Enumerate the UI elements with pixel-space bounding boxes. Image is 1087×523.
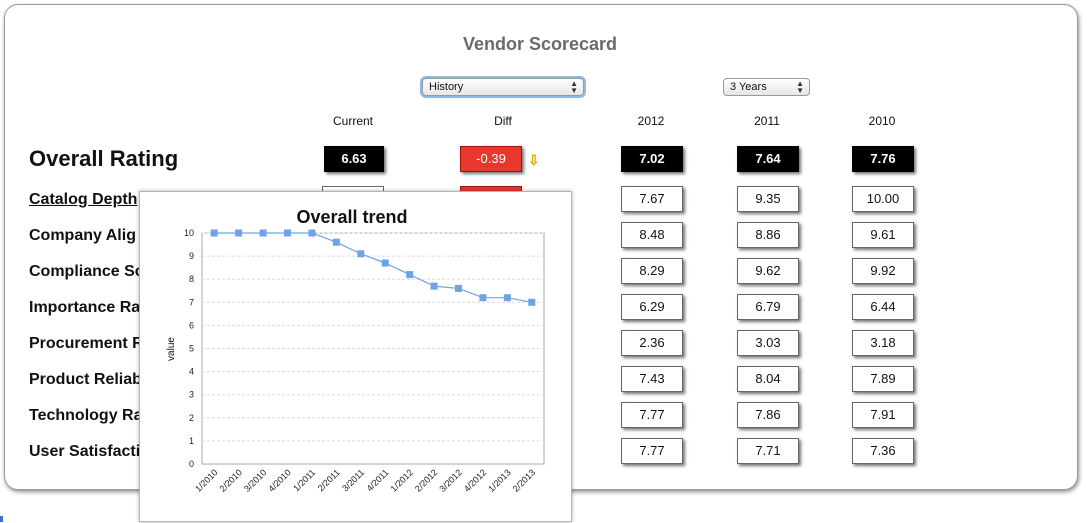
row-label-procurement: Procurement R xyxy=(29,335,144,352)
row-label-company-alignment: Company Alig xyxy=(29,227,136,244)
row-value-2012: 7.77 xyxy=(621,402,683,428)
row-label-importance: Importance Ra xyxy=(29,299,141,316)
x-tick-label: 4/2010 xyxy=(266,467,293,494)
row-value-2012: 7.67 xyxy=(621,186,683,212)
range-select[interactable]: 3 Years ▲ ▼ xyxy=(723,78,810,96)
row-value-2012: 8.29 xyxy=(621,258,683,284)
x-tick-label: 1/2013 xyxy=(486,467,513,494)
column-header-diff: Diff xyxy=(494,114,512,128)
range-select-value: 3 Years xyxy=(730,81,767,93)
page-title: Vendor Scorecard xyxy=(462,34,618,54)
y-tick-label: 8 xyxy=(189,274,194,284)
column-header-current: Current xyxy=(332,114,373,128)
row-value-2012: 7.43 xyxy=(621,366,683,392)
x-tick-label: 4/2011 xyxy=(365,467,391,493)
row-value-2011: 9.35 xyxy=(737,186,799,212)
x-tick-label: 2/2012 xyxy=(413,467,440,494)
data-point xyxy=(235,229,243,237)
row-value-2010: 7.91 xyxy=(852,402,914,428)
x-tick-label: 1/2011 xyxy=(291,467,317,493)
overall-2011-value: 7.64 xyxy=(737,146,799,172)
data-point xyxy=(406,271,414,279)
data-point xyxy=(528,298,536,306)
y-tick-label: 10 xyxy=(184,228,194,238)
column-header-2010: 2010 xyxy=(868,114,896,128)
row-value-2011: 7.71 xyxy=(737,438,799,464)
select-arrows-icon: ▲ ▼ xyxy=(570,79,578,95)
row-value-2011: 8.04 xyxy=(737,366,799,392)
row-label-catalog-depth[interactable]: Catalog Depth xyxy=(29,191,138,208)
row-value-2010: 7.36 xyxy=(852,438,914,464)
row-value-2011: 6.79 xyxy=(737,294,799,320)
x-tick-label: 2/2013 xyxy=(511,467,538,494)
y-axis-label: value xyxy=(166,337,177,361)
row-value-2012: 8.48 xyxy=(621,222,683,248)
row-value-2011: 7.86 xyxy=(737,402,799,428)
x-tick-label: 2/2010 xyxy=(218,467,245,494)
row-value-2010: 9.92 xyxy=(852,258,914,284)
overall-diff-value: -0.39 xyxy=(460,146,522,172)
x-tick-label: 4/2012 xyxy=(462,467,489,494)
overall-rating-label: Overall Rating xyxy=(29,146,179,171)
series-line xyxy=(214,232,532,303)
trend-popup: Overall trend value 0 1 2 3 4 5 6 7 8 9 10 1/2010 2… xyxy=(139,191,572,522)
view-select[interactable]: History ▲ ▼ xyxy=(422,78,584,96)
column-header-2012: 2012 xyxy=(637,114,665,128)
y-tick-label: 6 xyxy=(189,320,194,330)
x-tick-label: 1/2010 xyxy=(193,467,220,494)
overall-2012-value: 7.02 xyxy=(621,146,683,172)
x-tick-label: 3/2012 xyxy=(437,467,464,494)
row-value-2010: 10.00 xyxy=(852,186,914,212)
data-point xyxy=(210,229,218,237)
y-tick-label: 4 xyxy=(189,367,194,377)
x-tick-label: 3/2010 xyxy=(242,467,269,494)
data-point xyxy=(503,294,511,302)
data-point xyxy=(430,282,438,290)
row-value-2010: 6.44 xyxy=(852,294,914,320)
row-label-product-reliability: Product Reliab xyxy=(29,371,142,388)
row-label-compliance: Compliance Sc xyxy=(29,263,144,280)
y-tick-label: 5 xyxy=(189,344,194,354)
row-value-2011: 8.86 xyxy=(737,222,799,248)
row-value-2012: 7.77 xyxy=(621,438,683,464)
y-tick-label: 2 xyxy=(189,413,194,423)
row-label-user-satisfaction: User Satisfacti xyxy=(29,443,141,460)
select-arrows-icon: ▲ ▼ xyxy=(796,79,804,95)
y-tick-label: 3 xyxy=(189,390,194,400)
y-tick-label: 7 xyxy=(189,297,194,307)
row-value-2011: 3.03 xyxy=(737,330,799,356)
x-tick-label: 2/2011 xyxy=(316,467,342,493)
data-point xyxy=(357,250,365,258)
data-point xyxy=(455,284,462,292)
x-tick-label: 1/2012 xyxy=(389,467,416,494)
row-value-2012: 6.29 xyxy=(621,294,683,320)
y-tick-label: 9 xyxy=(189,251,194,261)
row-value-2010: 9.61 xyxy=(852,222,914,248)
chart-title: Overall trend xyxy=(296,207,407,227)
view-select-value: History xyxy=(429,81,464,93)
row-value-2011: 9.62 xyxy=(737,258,799,284)
x-tick-label: 3/2011 xyxy=(340,467,366,493)
y-tick-label: 1 xyxy=(189,436,194,446)
data-point xyxy=(284,229,291,237)
data-point xyxy=(308,229,316,237)
row-value-2010: 7.89 xyxy=(852,366,914,392)
column-header-2011: 2011 xyxy=(754,114,780,128)
overall-2010-value: 7.76 xyxy=(852,146,914,172)
data-point xyxy=(381,259,389,267)
row-label-technology: Technology Ra xyxy=(29,407,143,424)
data-point xyxy=(332,238,340,246)
scroll-indicator xyxy=(0,516,3,522)
down-arrow-icon: ⇩ xyxy=(528,152,540,168)
data-point xyxy=(479,294,487,302)
y-tick-label: 0 xyxy=(189,459,194,469)
row-value-2012: 2.36 xyxy=(621,330,683,356)
data-point xyxy=(259,229,267,237)
row-value-2010: 3.18 xyxy=(852,330,914,356)
overall-current-value: 6.63 xyxy=(324,146,384,172)
